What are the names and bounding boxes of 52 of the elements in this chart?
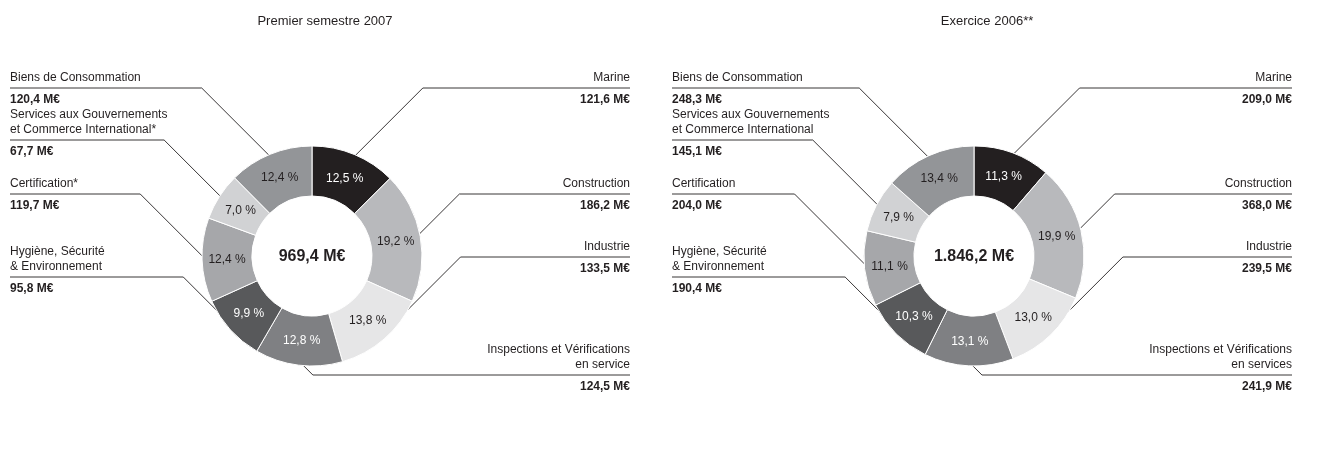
text: 13,8 % — [348, 313, 387, 328]
slice-label: Hygiène, Sécurité & Environnement — [672, 244, 768, 273]
data-label: 204,0 M€ — [672, 198, 723, 212]
slice-label: Services aux Gouvernements et Commerce International* — [10, 107, 168, 136]
text: 7,9 % — [883, 209, 914, 224]
slice-label: Services aux Gouvernements et Commerce International — [672, 107, 830, 136]
slice-label: Inspections et Vérifications en services — [1149, 342, 1292, 371]
slice-label: Industrie — [1245, 239, 1293, 253]
data-label: 186,2 M€ — [579, 198, 631, 212]
slice-label: Certification* — [10, 176, 79, 190]
slice-label: Certification — [672, 176, 736, 190]
data-label: 190,4 M€ — [672, 281, 723, 295]
text: 9,9 % — [233, 305, 265, 320]
text: 10,3 % — [895, 309, 933, 324]
data-label: 95,8 M€ — [10, 281, 54, 295]
data-label: 120,4 M€ — [10, 92, 61, 106]
data-label: 241,9 M€ — [1241, 379, 1293, 393]
text: 12,5 % — [325, 170, 364, 185]
data-label: 248,3 M€ — [672, 92, 723, 106]
text: 12,4 % — [208, 252, 246, 267]
data-label: 145,1 M€ — [672, 144, 723, 158]
text: 12,4 % — [260, 170, 299, 185]
text: 13,0 % — [1014, 310, 1052, 324]
slice-label: Construction — [562, 176, 630, 190]
data-label: 133,5 M€ — [579, 261, 631, 275]
text: 13,4 % — [920, 171, 958, 186]
slice-label: Marine — [1255, 70, 1293, 84]
data-label: 209,0 M€ — [1241, 92, 1293, 106]
slice-label: Hygiène, Sécurité & Environnement — [10, 244, 106, 273]
text: 969,4 M€ — [278, 247, 346, 264]
data-label: 239,5 M€ — [1241, 261, 1293, 275]
text: 1.846,2 M€ — [933, 247, 1015, 264]
text: 11,1 % — [871, 258, 908, 273]
chart-title: Premier semestre 2007 — [257, 13, 393, 28]
slice-label: Inspections et Vérifications en service — [487, 342, 631, 371]
slice-label: Marine — [593, 70, 631, 84]
text: 13,1 % — [951, 333, 989, 348]
slice-label: Biens de Consommation — [672, 70, 803, 84]
slice-label: Biens de Consommation — [10, 70, 141, 84]
data-label: 368,0 M€ — [1241, 198, 1293, 212]
text: 11,3 % — [985, 169, 1022, 184]
text: 19,9 % — [1038, 229, 1076, 244]
slice-label: Industrie — [583, 239, 631, 253]
data-label: 67,7 M€ — [10, 144, 54, 158]
data-label: 121,6 M€ — [579, 92, 631, 106]
text: 19,2 % — [376, 233, 415, 248]
chart-title: Exercice 2006** — [940, 13, 1034, 28]
text: 7,0 % — [225, 203, 256, 218]
data-label: 124,5 M€ — [579, 379, 631, 393]
slice-label: Construction — [1224, 176, 1292, 190]
text: 12,8 % — [282, 333, 321, 348]
data-label: 119,7 M€ — [10, 198, 60, 212]
